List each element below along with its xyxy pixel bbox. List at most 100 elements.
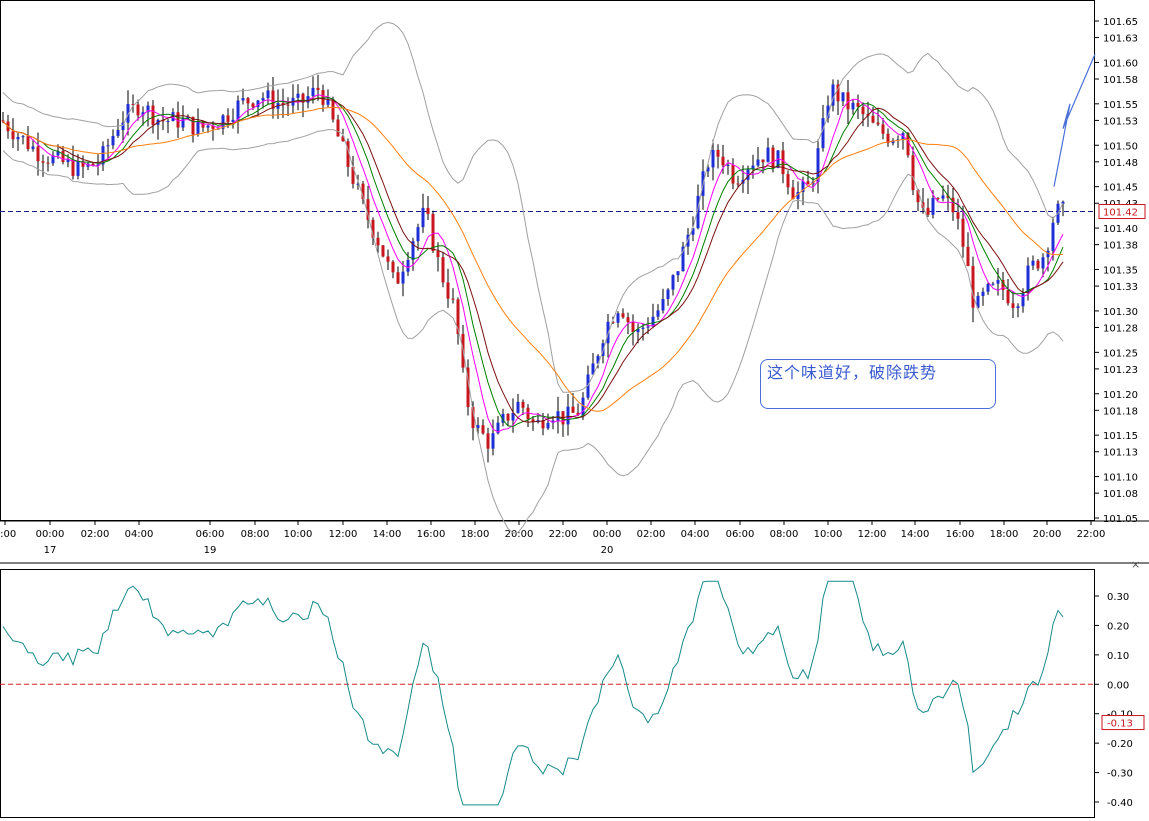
time-xtick-label: 08:00 [770, 529, 799, 540]
price-ytick-label: 101.60 [1103, 58, 1138, 69]
candle-body [441, 257, 445, 283]
candle-body [571, 406, 575, 413]
candle-body [871, 115, 875, 123]
price-ytick-label: 101.45 [1103, 183, 1138, 194]
candle-body [301, 93, 305, 103]
candle-body [581, 397, 585, 416]
candle-body [261, 98, 265, 101]
candle-body [401, 271, 405, 284]
price-ytick-label: 101.35 [1103, 266, 1138, 277]
candle-body [591, 363, 595, 375]
candle-body [676, 271, 680, 276]
candle-body [1046, 250, 1050, 258]
candle-body [356, 183, 360, 185]
candle-body [516, 401, 520, 413]
candle-body [181, 118, 185, 128]
osc-ytick-label: 0.30 [1107, 592, 1129, 603]
candle-body [541, 420, 545, 429]
candle-body [861, 106, 865, 115]
time-xtick-label: 20:00 [1033, 529, 1062, 540]
candle-body [471, 407, 475, 429]
candle-body [436, 251, 440, 258]
candle-body [906, 133, 910, 156]
candle-body [681, 246, 685, 272]
candle-body [656, 310, 660, 317]
time-xtick-label: 04:00 [125, 529, 154, 540]
osc-ytick-label: -0.30 [1107, 769, 1133, 780]
price-ytick-label: 101.38 [1103, 241, 1138, 252]
candle-body [386, 256, 390, 262]
candle-body [716, 149, 720, 157]
candle-body [876, 122, 880, 125]
candle-body [1031, 260, 1035, 266]
time-xtick-label: 00:00 [36, 529, 65, 540]
candle-body [151, 105, 155, 125]
candle-body [341, 136, 345, 142]
candle-body [731, 164, 735, 184]
candle-body [36, 146, 40, 162]
candle-body [136, 104, 140, 116]
candle-body [596, 355, 600, 364]
price-ytick-label: 101.20 [1103, 390, 1138, 401]
candle-body [1011, 303, 1015, 309]
candle-body [286, 104, 290, 106]
candle-body [221, 115, 225, 129]
candle-body [266, 90, 270, 99]
candle-body [351, 166, 355, 184]
date-label: 20 [601, 545, 614, 556]
candle-body [911, 155, 915, 191]
price-ytick-label: 101.13 [1103, 448, 1138, 459]
candle-body [11, 131, 15, 140]
time-xtick-label: 20:00 [505, 529, 534, 540]
candle-body [781, 150, 785, 175]
candle-body [66, 159, 70, 163]
candle-body [851, 102, 855, 110]
candle-body [756, 159, 760, 166]
candle-body [551, 420, 555, 423]
candle-body [191, 116, 195, 135]
candle-body [1, 120, 5, 122]
osc-ytick-label: -0.20 [1107, 739, 1133, 750]
candle-body [466, 367, 470, 408]
time-xtick-label: 02:00 [637, 529, 666, 540]
candle-body [346, 141, 350, 167]
price-ytick-label: 101.48 [1103, 158, 1138, 169]
candle-body [786, 174, 790, 188]
candle-body [256, 100, 260, 108]
candle-body [296, 93, 300, 98]
candle-body [891, 140, 895, 144]
candle-body [886, 133, 890, 144]
candle-body [941, 195, 945, 199]
price-ytick-label: 101.55 [1103, 100, 1138, 111]
candle-body [931, 198, 935, 215]
candle-body [721, 156, 725, 166]
candle-body [621, 313, 625, 318]
candle-body [661, 299, 665, 311]
candle-body [366, 199, 370, 220]
close-icon[interactable]: × [1131, 558, 1141, 571]
candle-body [111, 135, 115, 146]
time-xtick-label: 14:00 [901, 529, 930, 540]
candle-body [371, 219, 375, 238]
projection-arrow [1053, 53, 1096, 187]
oscillator-panel-frame [0, 569, 1095, 818]
candle-body [796, 191, 800, 199]
time-xtick-label: 16:00 [946, 529, 975, 540]
ma-slow-line [2, 97, 1064, 423]
time-xtick-label: 06:00 [726, 529, 755, 540]
osc-value-tag-box [1101, 715, 1145, 731]
candle-body [491, 433, 495, 449]
candle-body [61, 150, 65, 163]
price-ytick-label: 101.08 [1103, 489, 1138, 500]
candle-body [936, 198, 940, 200]
candle-body [666, 289, 670, 300]
candle-body [316, 87, 320, 91]
bollinger-upper-line [2, 21, 1064, 393]
candle-body [246, 98, 250, 104]
date-label: 19 [204, 545, 217, 556]
price-ytick-label: 101.25 [1103, 348, 1138, 359]
candle-body [1006, 289, 1010, 304]
candle-body [186, 116, 190, 119]
candle-body [131, 104, 135, 106]
candle-body [376, 237, 380, 246]
